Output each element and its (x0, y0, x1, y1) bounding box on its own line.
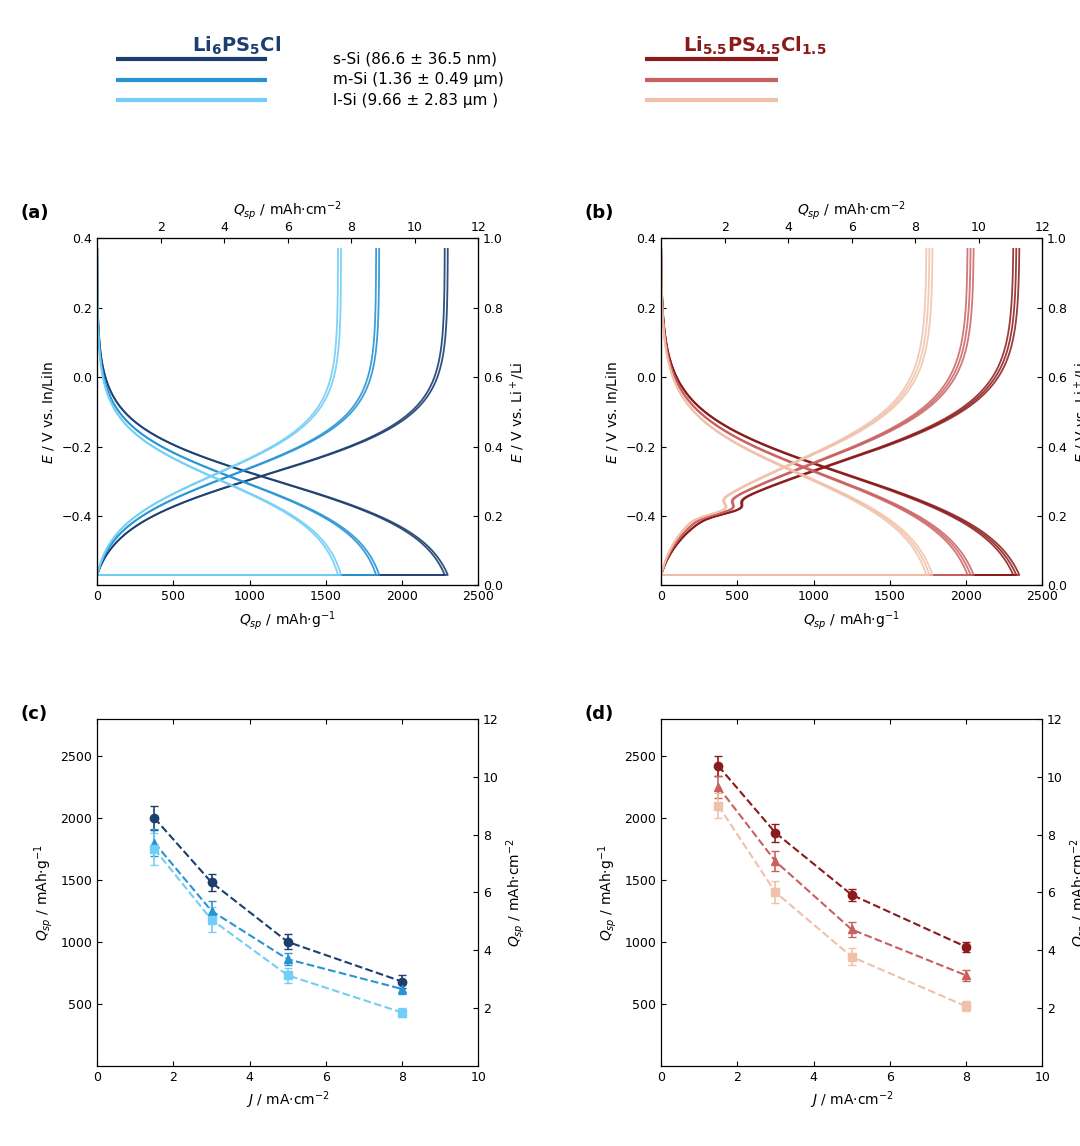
Text: m-Si (1.36 ± 0.49 μm): m-Si (1.36 ± 0.49 μm) (334, 72, 504, 87)
X-axis label: $Q_{sp}$ / mAh·g$^{-1}$: $Q_{sp}$ / mAh·g$^{-1}$ (804, 609, 900, 631)
Y-axis label: $Q_{sp}$ / mAh·cm$^{-2}$: $Q_{sp}$ / mAh·cm$^{-2}$ (504, 838, 527, 947)
Y-axis label: $Q_{sp}$ / mAh·g$^{-1}$: $Q_{sp}$ / mAh·g$^{-1}$ (596, 845, 619, 941)
X-axis label: $J$ / mA·cm$^{-2}$: $J$ / mA·cm$^{-2}$ (810, 1089, 893, 1110)
Y-axis label: $E$ / V vs. Li$^+$/Li: $E$ / V vs. Li$^+$/Li (1072, 361, 1080, 463)
Text: s-Si (86.6 ± 36.5 nm): s-Si (86.6 ± 36.5 nm) (334, 52, 498, 66)
X-axis label: $Q_{sp}$ / mAh·cm$^{-2}$: $Q_{sp}$ / mAh·cm$^{-2}$ (233, 199, 342, 222)
X-axis label: $J$ / mA·cm$^{-2}$: $J$ / mA·cm$^{-2}$ (246, 1089, 329, 1110)
Text: l-Si (9.66 ± 2.83 μm ): l-Si (9.66 ± 2.83 μm ) (334, 93, 499, 108)
Text: $\mathbf{Li_6PS_5Cl}$: $\mathbf{Li_6PS_5Cl}$ (192, 34, 281, 57)
Text: (b): (b) (585, 204, 615, 222)
Text: (d): (d) (585, 705, 615, 723)
Y-axis label: $Q_{sp}$ / mAh·g$^{-1}$: $Q_{sp}$ / mAh·g$^{-1}$ (32, 845, 55, 941)
Text: $\mathbf{Li_{5.5}PS_{4.5}Cl_{1.5}}$: $\mathbf{Li_{5.5}PS_{4.5}Cl_{1.5}}$ (684, 34, 827, 57)
Y-axis label: $E$ / V vs. Li$^+$/Li: $E$ / V vs. Li$^+$/Li (509, 361, 527, 463)
Y-axis label: $Q_{sp}$ / mAh·cm$^{-2}$: $Q_{sp}$ / mAh·cm$^{-2}$ (1068, 838, 1080, 947)
X-axis label: $Q_{sp}$ / mAh·g$^{-1}$: $Q_{sp}$ / mAh·g$^{-1}$ (240, 609, 336, 631)
Y-axis label: $E$ / V vs. In/LiIn: $E$ / V vs. In/LiIn (40, 360, 56, 464)
Y-axis label: $E$ / V vs. In/LiIn: $E$ / V vs. In/LiIn (605, 360, 620, 464)
X-axis label: $Q_{sp}$ / mAh·cm$^{-2}$: $Q_{sp}$ / mAh·cm$^{-2}$ (797, 199, 906, 222)
Text: (a): (a) (21, 204, 50, 222)
Text: (c): (c) (21, 705, 49, 723)
